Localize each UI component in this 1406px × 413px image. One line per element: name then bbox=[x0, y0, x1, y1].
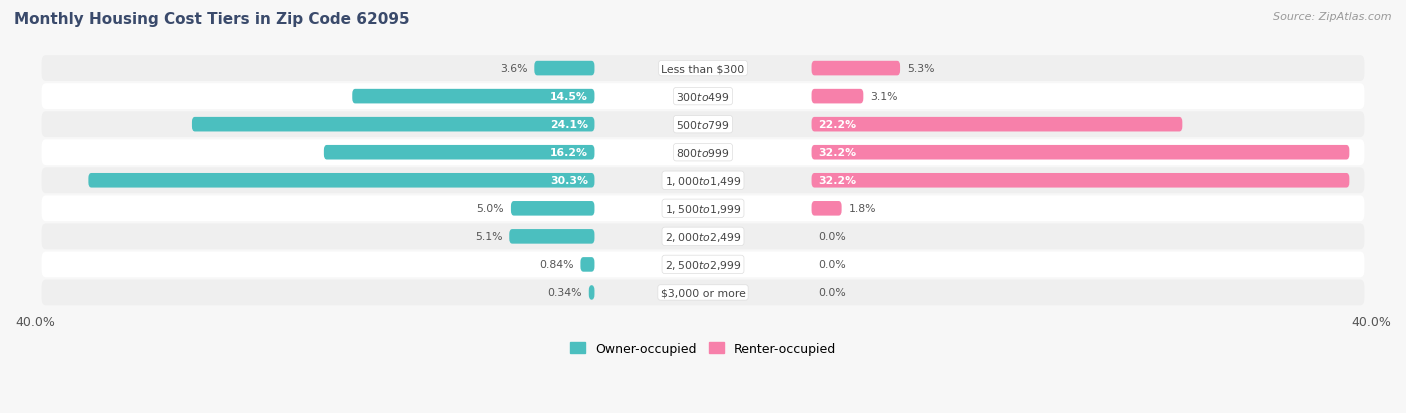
FancyBboxPatch shape bbox=[811, 202, 842, 216]
Text: $2,000 to $2,499: $2,000 to $2,499 bbox=[665, 230, 741, 243]
Text: 0.0%: 0.0% bbox=[818, 232, 846, 242]
FancyBboxPatch shape bbox=[89, 173, 595, 188]
Text: 0.84%: 0.84% bbox=[540, 260, 574, 270]
FancyBboxPatch shape bbox=[42, 280, 1364, 306]
Text: 5.0%: 5.0% bbox=[477, 204, 505, 214]
Text: 0.0%: 0.0% bbox=[818, 288, 846, 298]
FancyBboxPatch shape bbox=[42, 56, 1364, 82]
Text: Monthly Housing Cost Tiers in Zip Code 62095: Monthly Housing Cost Tiers in Zip Code 6… bbox=[14, 12, 409, 27]
Text: 16.2%: 16.2% bbox=[550, 148, 588, 158]
Text: $800 to $999: $800 to $999 bbox=[676, 147, 730, 159]
Text: 32.2%: 32.2% bbox=[818, 176, 856, 186]
Text: Source: ZipAtlas.com: Source: ZipAtlas.com bbox=[1274, 12, 1392, 22]
Text: Less than $300: Less than $300 bbox=[661, 64, 745, 74]
FancyBboxPatch shape bbox=[42, 84, 1364, 110]
FancyBboxPatch shape bbox=[42, 168, 1364, 194]
Text: 5.1%: 5.1% bbox=[475, 232, 502, 242]
FancyBboxPatch shape bbox=[811, 118, 1182, 132]
FancyBboxPatch shape bbox=[581, 257, 595, 272]
Text: $2,500 to $2,999: $2,500 to $2,999 bbox=[665, 258, 741, 271]
Text: 5.3%: 5.3% bbox=[907, 64, 934, 74]
FancyBboxPatch shape bbox=[42, 196, 1364, 222]
Legend: Owner-occupied, Renter-occupied: Owner-occupied, Renter-occupied bbox=[565, 337, 841, 360]
Text: $300 to $499: $300 to $499 bbox=[676, 91, 730, 103]
FancyBboxPatch shape bbox=[42, 112, 1364, 138]
Text: $3,000 or more: $3,000 or more bbox=[661, 288, 745, 298]
FancyBboxPatch shape bbox=[811, 62, 900, 76]
FancyBboxPatch shape bbox=[811, 90, 863, 104]
Text: 32.2%: 32.2% bbox=[818, 148, 856, 158]
FancyBboxPatch shape bbox=[353, 90, 595, 104]
FancyBboxPatch shape bbox=[42, 140, 1364, 166]
FancyBboxPatch shape bbox=[323, 145, 595, 160]
FancyBboxPatch shape bbox=[510, 202, 595, 216]
FancyBboxPatch shape bbox=[534, 62, 595, 76]
FancyBboxPatch shape bbox=[509, 230, 595, 244]
Text: $1,000 to $1,499: $1,000 to $1,499 bbox=[665, 174, 741, 188]
FancyBboxPatch shape bbox=[589, 285, 595, 300]
Text: 0.34%: 0.34% bbox=[547, 288, 582, 298]
FancyBboxPatch shape bbox=[193, 118, 595, 132]
Text: 1.8%: 1.8% bbox=[848, 204, 876, 214]
Text: 3.6%: 3.6% bbox=[501, 64, 527, 74]
Text: 30.3%: 30.3% bbox=[550, 176, 588, 186]
Text: 3.1%: 3.1% bbox=[870, 92, 897, 102]
FancyBboxPatch shape bbox=[42, 224, 1364, 249]
Text: $500 to $799: $500 to $799 bbox=[676, 119, 730, 131]
FancyBboxPatch shape bbox=[811, 145, 1350, 160]
Text: 24.1%: 24.1% bbox=[550, 120, 588, 130]
Text: 0.0%: 0.0% bbox=[818, 260, 846, 270]
FancyBboxPatch shape bbox=[42, 252, 1364, 278]
Text: 22.2%: 22.2% bbox=[818, 120, 856, 130]
Text: 14.5%: 14.5% bbox=[550, 92, 588, 102]
FancyBboxPatch shape bbox=[811, 173, 1350, 188]
Text: $1,500 to $1,999: $1,500 to $1,999 bbox=[665, 202, 741, 215]
